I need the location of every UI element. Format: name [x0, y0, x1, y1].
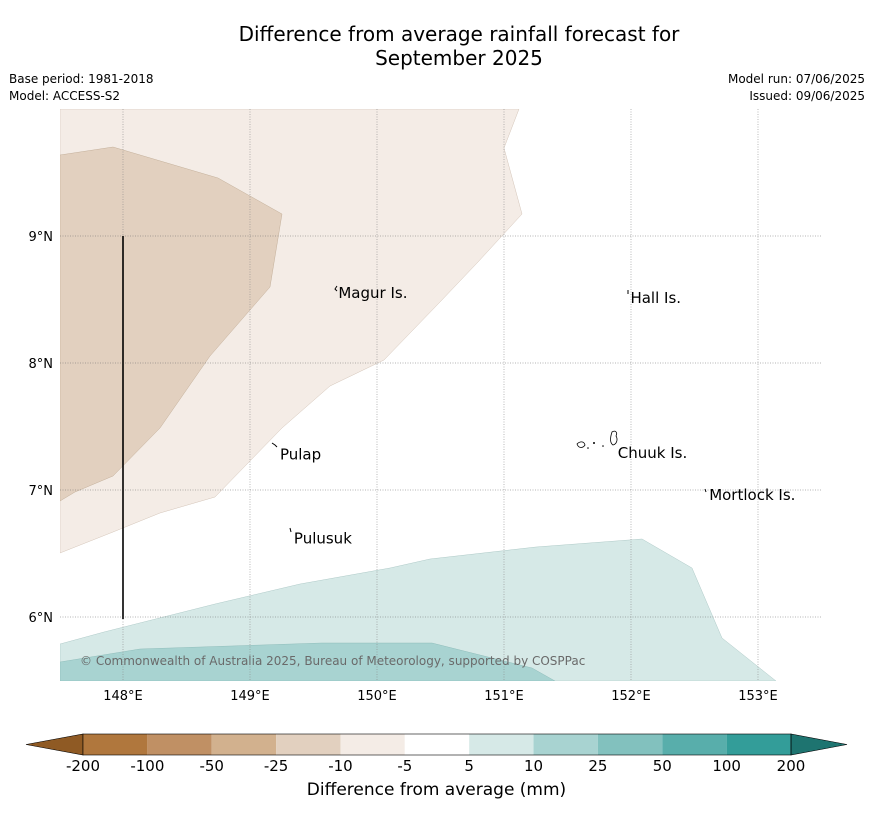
place-label: Pulusuk: [294, 529, 352, 547]
meta-right: Model run: 07/06/2025 Issued: 09/06/2025: [728, 71, 865, 105]
colorbar-bin: [533, 734, 598, 755]
colorbar-extend-high: [790, 733, 848, 756]
colorbar-outline: [82, 733, 792, 756]
gridlines: [60, 109, 822, 681]
colorbar-tick-label: 200: [777, 757, 806, 775]
lon-tick-label: 153°E: [738, 689, 778, 704]
colorbar-extend-low: [25, 733, 84, 756]
lat-tick-label: 9°N: [29, 230, 54, 245]
meta-left: Base period: 1981-2018 Model: ACCESS-S2: [9, 71, 154, 105]
colorbar-bin: [404, 734, 470, 755]
lon-tick-label: 149°E: [230, 689, 270, 704]
lon-tick-label: 151°E: [484, 689, 524, 704]
colorbar-bin: [597, 734, 663, 755]
model-run: Model run: 07/06/2025: [727, 72, 865, 86]
lon-tick-label: 150°E: [357, 689, 397, 704]
colorbar-label: Difference from average (mm): [306, 780, 567, 800]
anomaly-region-brown: [60, 146, 283, 502]
colorbar-bin: [211, 734, 277, 755]
island-outlines: [271, 285, 707, 533]
colorbar-tick-label: -25: [264, 757, 289, 775]
latitude-tick-labels: 9°N 8°N 7°N 6°N: [29, 230, 54, 626]
lat-tick-label: 8°N: [29, 357, 54, 372]
colorbar: -200 -100 -50 -25 -10 -5 5 10 25 50 100 200: [25, 733, 848, 775]
place-label: Chuuk Is.: [618, 444, 687, 462]
issued-date: Issued: 09/06/2025: [749, 89, 865, 103]
colorbar-bin: [469, 734, 534, 755]
colorbar-tick-label: 10: [524, 757, 543, 775]
colorbar-bin: [662, 734, 727, 755]
lon-tick-label: 148°E: [103, 689, 143, 704]
copyright-notice: © Commonwealth of Australia 2025, Bureau…: [80, 654, 585, 668]
anomaly-region-teal: [60, 642, 556, 681]
place-label: Pulap: [280, 445, 321, 463]
title-line-1: Difference from average rainfall forecas…: [238, 22, 680, 46]
colorbar-bin: [147, 734, 212, 755]
colorbar-bin: [276, 734, 341, 755]
colorbar-tick-label: 50: [653, 757, 672, 775]
place-label: Mortlock Is.: [709, 486, 795, 504]
colorbar-tick-label: -100: [130, 757, 164, 775]
colorbar-tick-label: -200: [66, 757, 100, 775]
place-labels: Magur Is. Hall Is. Pulap Chuuk Is. Mortlock …: [280, 284, 795, 547]
colorbar-tick-label: -10: [328, 757, 353, 775]
place-label: Magur Is.: [338, 284, 407, 302]
colorbar-tick-label: -5: [397, 757, 412, 775]
colorbar-tick-label: 5: [464, 757, 474, 775]
base-period: Base period: 1981-2018: [9, 72, 154, 86]
lon-tick-label: 152°E: [611, 689, 651, 704]
colorbar-bin: [83, 734, 148, 755]
colorbar-bin: [340, 734, 405, 755]
lat-tick-label: 6°N: [29, 611, 54, 626]
anomaly-field: [60, 109, 777, 681]
anomaly-region-light-teal: [60, 538, 777, 681]
place-label: Hall Is.: [630, 289, 681, 307]
lat-tick-label: 7°N: [29, 484, 54, 499]
model-name: Model: ACCESS-S2: [9, 89, 121, 103]
title-line-2: September 2025: [375, 46, 543, 70]
colorbar-bin: [726, 734, 791, 755]
longitude-tick-labels: 148°E 149°E 150°E 151°E 152°E 153°E: [103, 689, 778, 704]
colorbar-tick-label: -50: [199, 757, 224, 775]
map-title: Difference from average rainfall forecas…: [0, 22, 873, 70]
colorbar-tick-label: 100: [712, 757, 741, 775]
colorbar-tick-label: 25: [588, 757, 607, 775]
